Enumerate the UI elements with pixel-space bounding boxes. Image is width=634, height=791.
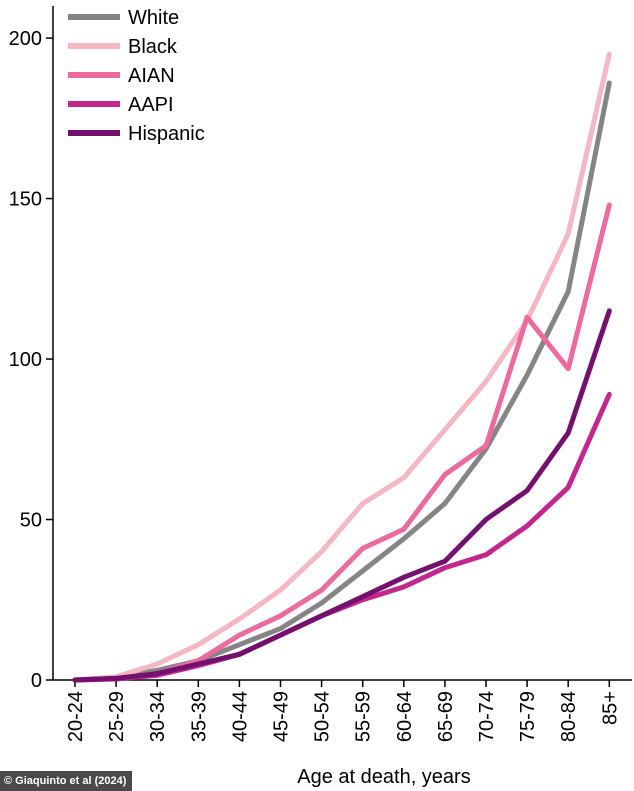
x-axis-label: Age at death, years (297, 766, 470, 788)
x-tick-label: 75-79 (517, 691, 539, 742)
x-tick-label: 85+ (599, 691, 621, 725)
x-tick-label: 20-24 (65, 691, 87, 742)
y-tick-label: 100 (9, 349, 42, 371)
y-tick-label: 50 (20, 510, 42, 532)
legend: White Black AIAN AAPI Hispanic (68, 7, 205, 145)
legend-label: White (128, 7, 179, 29)
x-tick-label: 45-49 (271, 691, 293, 742)
legend-label: Hispanic (128, 123, 205, 145)
series-line-hispanic (72, 308, 612, 683)
x-tick-label: 35-39 (188, 691, 210, 742)
x-tick-label: 80-84 (558, 691, 580, 742)
x-tick-label: 30-34 (147, 691, 169, 742)
x-tick-label: 60-64 (394, 691, 416, 742)
x-tick-label: 55-59 (353, 691, 375, 742)
series-line-aapi (72, 391, 612, 683)
y-tick-label: 200 (9, 28, 42, 50)
x-tick-label: 25-29 (106, 691, 128, 742)
x-tick-label: 40-44 (229, 691, 251, 742)
legend-label: AAPI (128, 94, 174, 116)
x-axis-ticks: 20-24 25-29 30-34 35-39 40-44 45-49 50-54 55-59… (65, 680, 621, 742)
series-line-white (72, 80, 612, 683)
y-axis-ticks: 0 50 100 150 200 (9, 28, 53, 692)
y-tick-label: 150 (9, 189, 42, 211)
y-tick-label: 0 (31, 670, 42, 692)
series-lines (72, 51, 612, 683)
x-tick-label: 70-74 (476, 691, 498, 742)
x-tick-label: 65-69 (435, 691, 457, 742)
legend-label: Black (128, 36, 178, 58)
legend-label: AIAN (128, 65, 175, 87)
image-credit: © Giaquinto et al (2024) (0, 771, 133, 791)
x-tick-label: 50-54 (312, 691, 334, 742)
